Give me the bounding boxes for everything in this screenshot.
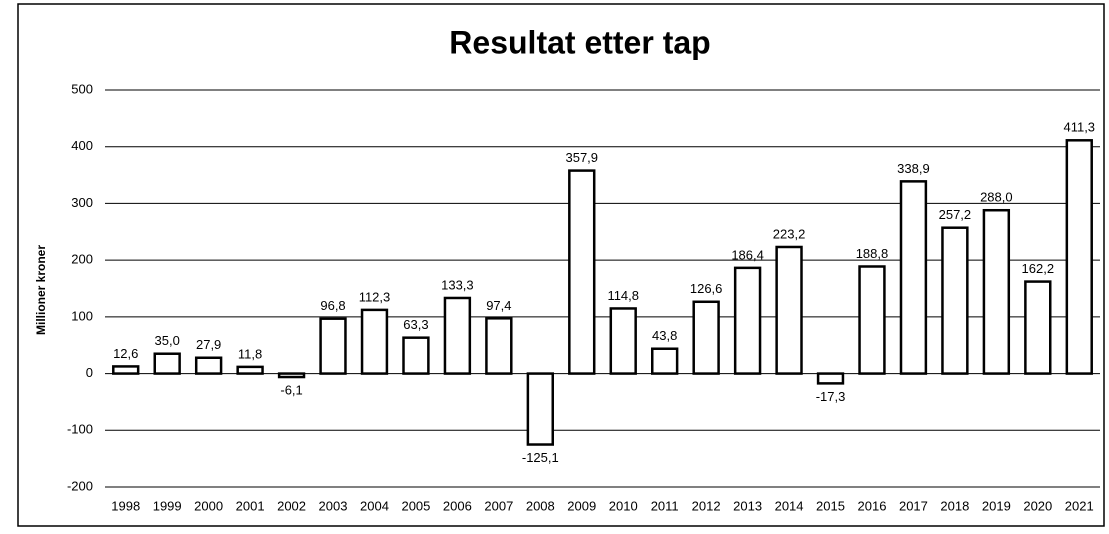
bar [941,226,969,375]
bar [277,372,306,379]
bar [733,266,762,375]
bar [526,372,554,446]
x-tick-label: 1999 [153,498,182,513]
bar [319,317,347,375]
bar [153,352,181,375]
chart-border [17,3,1105,527]
data-label: 11,8 [238,346,262,361]
x-tick-label: 2007 [484,498,513,513]
x-tick-label: 2009 [567,498,596,513]
bar [692,300,720,375]
bar [443,296,472,375]
data-label: 43,8 [652,328,677,343]
data-label: 186,4 [731,247,764,262]
data-label: 288,0 [980,190,1013,205]
bar [485,317,513,375]
x-tick-label: 2003 [319,498,348,513]
data-label: 162,2 [1022,261,1055,276]
x-tick-label: 2012 [692,498,721,513]
y-tick-label: 0 [86,365,93,380]
x-tick-label: 2016 [858,498,887,513]
data-label: 114,8 [607,288,639,303]
data-label: 97,4 [486,298,511,313]
data-label: 12,6 [113,346,138,361]
x-tick-label: 2001 [236,498,265,513]
bar [816,372,845,385]
x-tick-label: 2011 [651,498,679,513]
y-tick-label: -100 [67,422,93,437]
bar [775,245,803,375]
bar [858,265,886,375]
x-tick-label: 2020 [1023,498,1052,513]
data-label: 411,3 [1063,120,1095,135]
data-label: 35,0 [155,333,180,348]
bar [651,347,679,375]
data-label: 27,9 [196,337,221,352]
y-tick-label: 500 [71,81,93,96]
x-tick-label: 2002 [277,498,306,513]
bar [609,307,637,375]
bar [236,365,264,375]
x-tick-label: 2006 [443,498,472,513]
data-label: 96,8 [320,298,345,313]
y-tick-label: 300 [71,195,93,210]
y-tick-label: 400 [71,138,93,153]
data-label: 357,9 [565,150,598,165]
y-tick-label: -200 [67,478,93,493]
x-tick-label: 2014 [775,498,804,513]
x-tick-label: 2021 [1065,498,1094,513]
data-label: 188,8 [856,246,889,261]
x-tick-label: 2004 [360,498,389,513]
data-label: -6,1 [280,382,302,397]
bar [1024,280,1052,375]
x-tick-label: 2013 [733,498,762,513]
x-tick-label: 2010 [609,498,638,513]
x-tick-label: 2017 [899,498,928,513]
x-tick-label: 2005 [401,498,430,513]
data-label: 257,2 [939,207,972,222]
bar [360,308,389,375]
bar [194,356,223,375]
data-label: -125,1 [522,450,559,465]
bar [402,336,430,375]
bar [1065,139,1093,375]
y-axis-label: Millioner kroner [34,245,48,335]
bar [112,365,140,375]
y-tick-label: 100 [71,308,93,323]
y-tick-label: 200 [71,252,93,267]
data-label: 126,6 [690,281,723,296]
data-label: 223,2 [773,226,806,241]
bar [982,208,1011,375]
x-tick-label: 2015 [816,498,845,513]
data-label: 63,3 [403,317,428,332]
bar [568,169,596,375]
x-tick-label: 1998 [111,498,140,513]
bar [899,180,928,375]
x-tick-label: 2000 [194,498,223,513]
data-label: -17,3 [816,389,846,404]
x-tick-label: 2019 [982,498,1011,513]
data-label: 133,3 [441,277,474,292]
data-label: 112,3 [359,289,391,304]
chart-title: Resultat etter tap [449,24,710,60]
data-label: 338,9 [897,161,930,176]
x-tick-label: 2018 [940,498,969,513]
x-tick-label: 2008 [526,498,555,513]
